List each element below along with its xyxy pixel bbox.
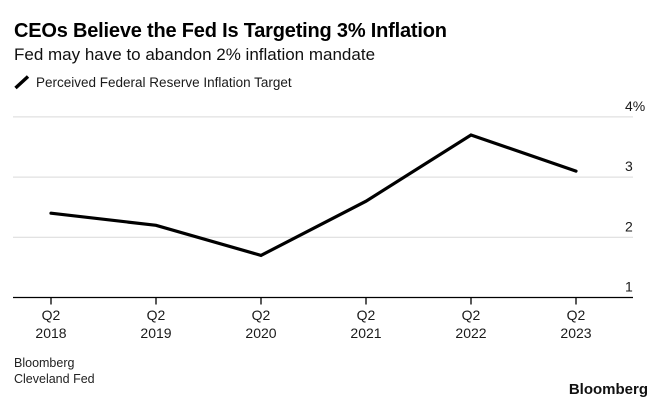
y-axis-label: 3 <box>625 158 633 174</box>
y-axis-label: 2 <box>625 218 633 234</box>
y-axis-label: 1 <box>625 279 633 295</box>
legend-label: Perceived Federal Reserve Inflation Targ… <box>36 75 292 90</box>
x-tick-year: 2022 <box>455 325 486 341</box>
y-axis-label: 4% <box>625 98 645 114</box>
x-tick-quarter: Q2 <box>147 307 166 323</box>
data-line <box>49 133 578 258</box>
slash-line-icon <box>14 75 30 90</box>
x-tick-quarter: Q2 <box>357 307 376 323</box>
source-note: Bloomberg Cleveland Fed <box>14 355 95 387</box>
x-tick-quarter: Q2 <box>462 307 481 323</box>
x-tick-quarter: Q2 <box>42 307 61 323</box>
x-tick-year: 2018 <box>35 325 66 341</box>
chart-subtitle: Fed may have to abandon 2% inflation man… <box>14 45 376 64</box>
legend: Perceived Federal Reserve Inflation Targ… <box>14 75 292 90</box>
x-tick-year: 2019 <box>140 325 171 341</box>
x-tick-year: 2020 <box>245 325 276 341</box>
x-tick-year: 2023 <box>560 325 591 341</box>
x-tick-quarter: Q2 <box>567 307 586 323</box>
bloomberg-logo: Bloomberg <box>568 381 648 398</box>
source-line-1: Bloomberg <box>14 356 75 370</box>
chart-title: CEOs Believe the Fed Is Targeting 3% Inf… <box>14 20 447 42</box>
x-tick-year: 2021 <box>350 325 381 341</box>
x-tick-quarter: Q2 <box>252 307 271 323</box>
source-line-2: Cleveland Fed <box>14 372 95 386</box>
